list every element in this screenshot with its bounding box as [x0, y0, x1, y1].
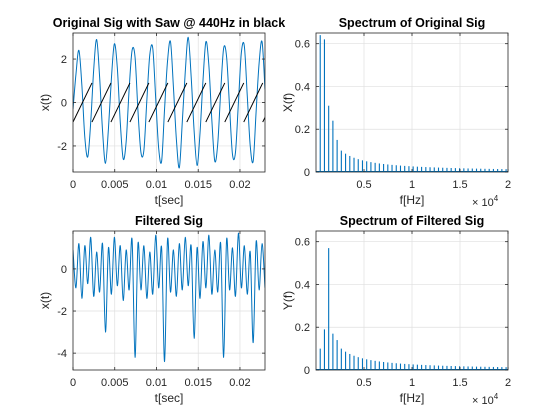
y-axis-label: X(f): [281, 93, 295, 112]
x-tick-label: 0.01: [146, 377, 167, 389]
x-tick-label: 2: [505, 179, 511, 191]
sawtooth-line: [73, 82, 265, 123]
x-tick-label: 0.02: [229, 377, 250, 389]
plot-title: Spectrum of Filtered Sig: [340, 214, 484, 228]
y-axis-label: x(t): [38, 94, 52, 111]
y-tick-label: 0.4: [295, 279, 310, 291]
y-tick-label: -4: [57, 348, 67, 360]
x-tick-label: 0.015: [184, 179, 212, 191]
x-tick-label: 0.02: [229, 179, 250, 191]
plot-filtered-spectrum: 0.5 1 1.5 2 0 0.2 0.4 0.6 Spectrum of Filtered …: [281, 214, 511, 407]
x-axis-label: f[Hz]: [400, 193, 425, 207]
plot-area: [73, 36, 265, 169]
y-tick-label: 2: [61, 54, 67, 66]
y-tick-label: 0: [61, 264, 67, 276]
y-tick-label: 0.6: [295, 237, 310, 249]
y-axis-label: Y(f): [281, 291, 295, 310]
y-tick-label: 0.4: [295, 81, 310, 93]
exponent-power: 4: [494, 392, 499, 401]
y-tick-label: 0.2: [295, 124, 310, 136]
x-tick-label: 0.005: [101, 179, 129, 191]
plot-title: Filtered Sig: [135, 214, 203, 228]
x-tick-label: 0.015: [184, 377, 212, 389]
x-axis-exponent: × 104: [472, 194, 499, 209]
x-tick-label: 1.5: [452, 179, 467, 191]
x-tick-label: 0.5: [356, 377, 371, 389]
x-tick-label: 0.01: [146, 179, 167, 191]
plot-original-signal: 0 0.005 0.01 0.015 0.02 -2 0 2 Original Sig wit…: [38, 16, 285, 207]
signal-line: [73, 36, 265, 169]
x-axis-label: t[sec]: [155, 193, 184, 207]
x-tick-label: 0.5: [356, 179, 371, 191]
y-tick-label: 0.2: [295, 322, 310, 334]
y-tick-label: 0: [304, 167, 310, 179]
plot-area: [316, 35, 508, 172]
exponent-base: × 10: [472, 395, 494, 407]
y-tick-label: 0: [304, 365, 310, 377]
plot-area: [73, 232, 265, 363]
x-axis-exponent: × 104: [472, 392, 499, 407]
x-tick-label: 0: [70, 377, 76, 389]
signal-line: [73, 232, 265, 363]
exponent-power: 4: [494, 194, 499, 203]
x-tick-label: 0.005: [101, 377, 129, 389]
exponent-base: × 10: [472, 197, 494, 209]
plot-title: Spectrum of Original Sig: [339, 16, 486, 30]
y-axis-label: x(t): [38, 292, 52, 309]
x-axis-label: t[sec]: [155, 391, 184, 405]
x-tick-label: 1.5: [452, 377, 467, 389]
y-tick-label: 0.6: [295, 39, 310, 51]
y-tick-label: -2: [57, 306, 67, 318]
plot-filtered-signal: 0 0.005 0.01 0.015 0.02 -4 -2 0 Filtered Sig t[…: [38, 214, 266, 405]
y-tick-label: -2: [57, 141, 67, 153]
x-axis-label: f[Hz]: [400, 391, 425, 405]
x-tick-label: 1: [409, 179, 415, 191]
x-tick-label: 0: [70, 179, 76, 191]
x-tick-label: 2: [505, 377, 511, 389]
plot-original-spectrum: 0.5 1 1.5 2 0 0.2 0.4 0.6 Spectrum of Original …: [281, 16, 511, 209]
plot-title: Original Sig with Saw @ 440Hz in black: [53, 16, 285, 30]
plot-area: [316, 248, 508, 370]
y-tick-label: 0: [61, 98, 67, 110]
x-tick-label: 1: [409, 377, 415, 389]
